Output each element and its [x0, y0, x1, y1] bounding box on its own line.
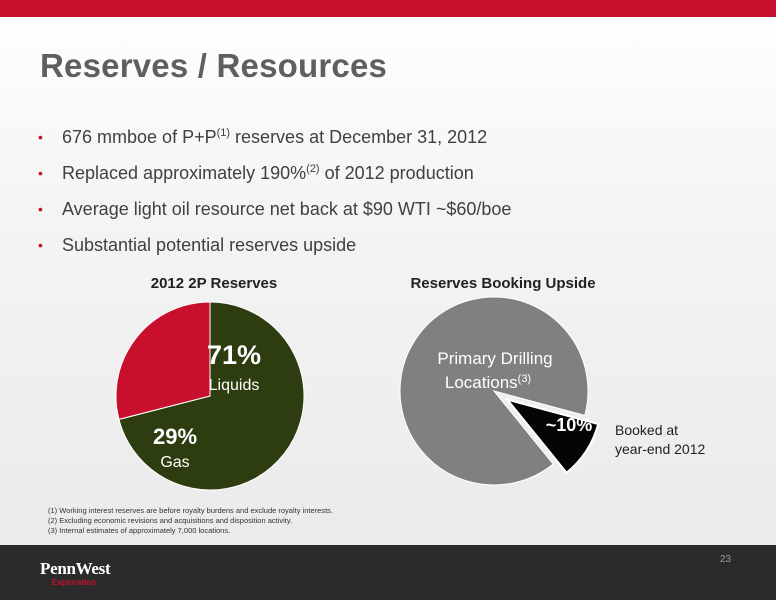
- pie-slice-booked: [504, 397, 600, 475]
- bullet-marker: •: [38, 237, 43, 253]
- footnote-ref: (2): [306, 163, 320, 175]
- pie-slice-gas: [115, 301, 211, 420]
- bullet-item: • Average light oil resource net back at…: [38, 198, 511, 234]
- bullet-item: • Substantial potential reserves upside: [38, 234, 511, 270]
- data-label-booked-percent: ~10%: [546, 415, 593, 435]
- bullet-item: • Replaced approximately 190%(2) of 2012…: [38, 162, 511, 198]
- footnote: (3) Internal estimates of approximately …: [48, 526, 231, 535]
- bullet-text: Substantial potential reserves upside: [62, 235, 357, 255]
- footer-bar: PennWest Exploration 23: [0, 545, 776, 600]
- booked-label: Booked at year-end 2012: [615, 422, 706, 457]
- top-accent-bar: [0, 0, 776, 17]
- footnote-ref: (1): [216, 127, 231, 139]
- pennwest-logo: PennWest Exploration: [40, 559, 111, 587]
- bullet-text: Replaced approximately 190%(2) of 2012 p…: [62, 163, 474, 183]
- data-label-primary-line1: Primary Drilling: [437, 349, 552, 368]
- data-label-liquids-name: Liquids: [209, 377, 260, 394]
- data-label-gas-name: Gas: [160, 454, 189, 471]
- bullet-marker: •: [38, 165, 43, 181]
- page-number: 23: [720, 554, 732, 565]
- slide-title: Reserves / Resources: [40, 47, 388, 84]
- bullet-list: • 676 mmboe of P+P(1) reserves at Decemb…: [38, 126, 511, 270]
- footnote: (2) Excluding economic revisions and acq…: [48, 516, 293, 525]
- pie-slice-liquids: [118, 301, 305, 491]
- data-label-gas-percent: 29%: [153, 424, 197, 449]
- chart-title-2p-reserves: 2012 2P Reserves: [150, 275, 278, 292]
- bullet-text: Average light oil resource net back at $…: [62, 199, 512, 219]
- data-label-primary-line2: Locations(3): [445, 373, 531, 392]
- bullet-item: • 676 mmboe of P+P(1) reserves at Decemb…: [38, 126, 511, 162]
- footnotes: (1) Working interest reserves are before…: [48, 506, 333, 536]
- bullet-text: 676 mmboe of P+P(1) reserves at December…: [62, 127, 488, 147]
- data-label-liquids-percent: 71%: [207, 340, 261, 370]
- bullet-marker: •: [38, 129, 43, 145]
- chart-title-booking-upside: Reserves Booking Upside: [410, 275, 596, 292]
- footnote: (1) Working interest reserves are before…: [48, 506, 333, 515]
- pie-slice-primary-drilling: [399, 296, 589, 486]
- bullet-marker: •: [38, 201, 43, 217]
